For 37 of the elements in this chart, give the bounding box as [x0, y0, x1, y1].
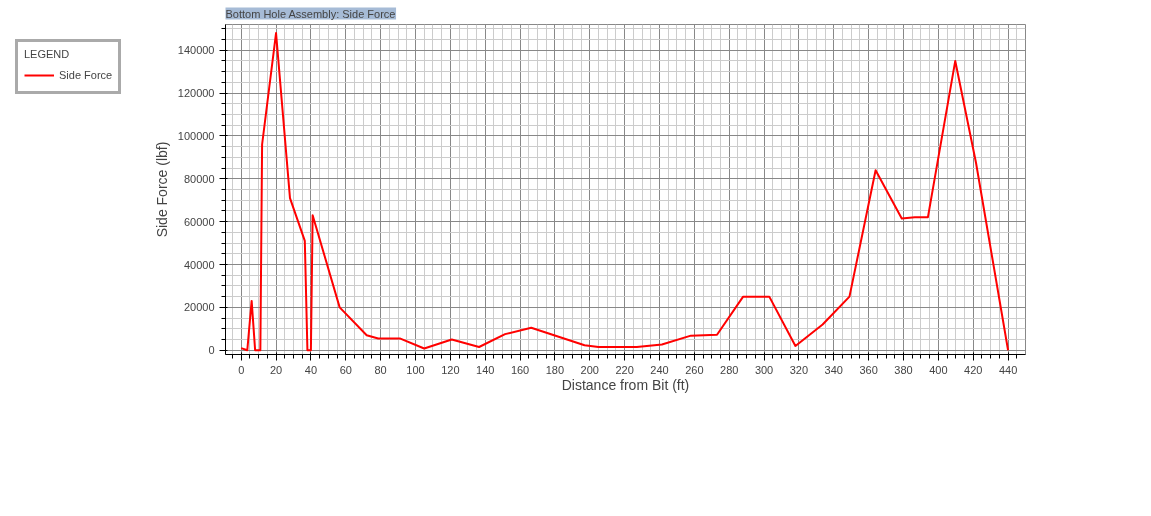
x-tick-label: 140 — [476, 363, 495, 376]
x-tick-label: 400 — [929, 363, 948, 376]
x-tick-label: 20 — [269, 363, 283, 376]
y-tick-label: 80000 — [183, 172, 215, 185]
x-tick-label: 280 — [720, 363, 739, 376]
x-tick-label: 260 — [685, 363, 704, 376]
x-tick-label: 340 — [824, 363, 843, 376]
line-series — [240, 32, 1010, 352]
x-tick-label: 360 — [859, 363, 878, 376]
chart-title: Bottom Hole Assembly: Side Force — [225, 7, 396, 20]
y-tick-label: 100000 — [177, 129, 215, 142]
y-tick-label: 120000 — [177, 87, 215, 100]
y-axis-title: Side Force (lbf) — [153, 141, 170, 238]
x-tick-label: 440 — [998, 363, 1018, 376]
y-tick-label: 60000 — [183, 215, 215, 228]
legend-title: LEGEND — [24, 48, 71, 60]
x-tick-label: 80 — [374, 363, 387, 376]
x-tick-label: 60 — [339, 363, 352, 376]
x-tick-label: 120 — [441, 363, 460, 376]
y-tick-label: 140000 — [177, 44, 215, 57]
x-tick-label: 380 — [894, 363, 913, 376]
x-tick-label: 300 — [754, 363, 774, 376]
x-tick-label: 420 — [964, 363, 983, 376]
y-tick-label: 40000 — [183, 258, 215, 271]
legend-label: Side Force — [59, 69, 113, 81]
y-tick-label: 20000 — [183, 301, 215, 314]
x-tick-label: 320 — [789, 363, 809, 376]
x-tick-label: 240 — [650, 363, 669, 376]
x-tick-label: 180 — [545, 363, 565, 376]
x-tick-label: 220 — [615, 363, 634, 376]
x-tick-label: 200 — [580, 363, 599, 376]
x-axis-title: Distance from Bit (ft) — [561, 376, 690, 393]
x-tick-label: 0 — [238, 363, 245, 376]
y-tick-label: 0 — [208, 344, 215, 357]
x-tick-label: 160 — [510, 363, 530, 376]
x-tick-label: 40 — [304, 363, 318, 376]
x-tick-label: 100 — [406, 363, 425, 376]
